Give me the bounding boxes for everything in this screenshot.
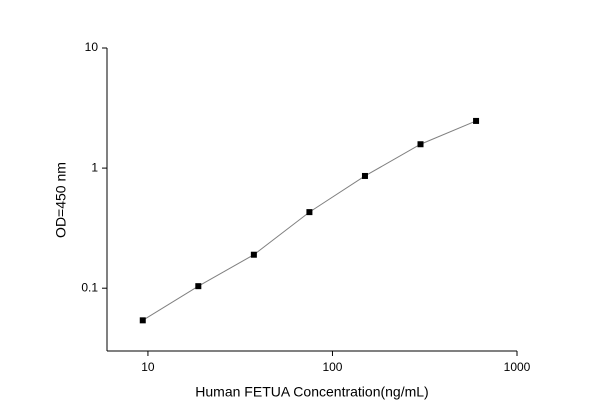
point	[417, 141, 424, 148]
point	[473, 117, 480, 124]
y-tick-label: 0.1	[81, 280, 98, 294]
x-axis-title: Human FETUA Concentration(ng/mL)	[195, 384, 428, 400]
y-axis-title: OD=450 nm	[53, 162, 69, 238]
y-tick-label: 1	[91, 160, 98, 174]
y-tick-label: 10	[85, 40, 99, 54]
x-tick-label: 100	[322, 360, 342, 374]
point	[361, 172, 368, 179]
x-tick-label: 10	[141, 360, 155, 374]
point	[250, 251, 257, 258]
point	[139, 317, 146, 324]
x-tick-label: 1000	[504, 360, 531, 374]
curve	[142, 120, 477, 321]
point	[306, 209, 313, 216]
point	[195, 283, 202, 290]
